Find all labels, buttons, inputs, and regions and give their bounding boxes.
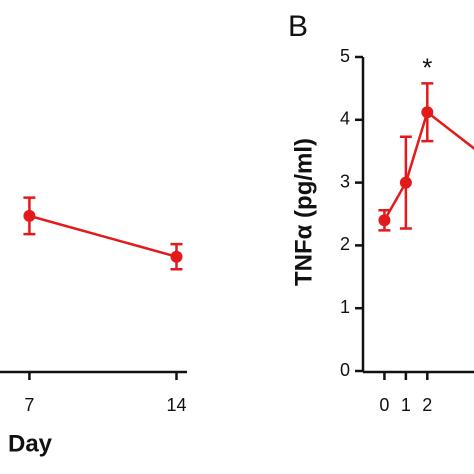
- annotation: *: [422, 52, 432, 82]
- x-axis-label: Day: [8, 430, 53, 457]
- x-tick-label: 1: [401, 395, 411, 415]
- y-tick-label: 1: [340, 297, 350, 317]
- x-tick-label: 0: [379, 395, 389, 415]
- data-point: [399, 176, 412, 189]
- panel-label: B: [288, 10, 308, 43]
- y-tick-label: 4: [340, 109, 350, 129]
- data-point: [170, 250, 183, 263]
- y-tick-label: 2: [340, 234, 350, 254]
- data-line: [29, 214, 177, 258]
- x-tick-label: 7: [24, 395, 34, 415]
- y-axis-label: TNFα (pg/ml): [290, 138, 317, 286]
- y-tick-label: 3: [340, 171, 350, 191]
- data-line: [383, 110, 474, 221]
- x-tick-label: 14: [166, 395, 186, 415]
- y-tick-label: 0: [340, 360, 350, 380]
- data-point: [421, 106, 434, 119]
- data-point: [23, 209, 36, 222]
- y-tick-label: 5: [340, 46, 350, 66]
- x-tick-label: 2: [422, 395, 432, 415]
- data-point: [378, 214, 391, 227]
